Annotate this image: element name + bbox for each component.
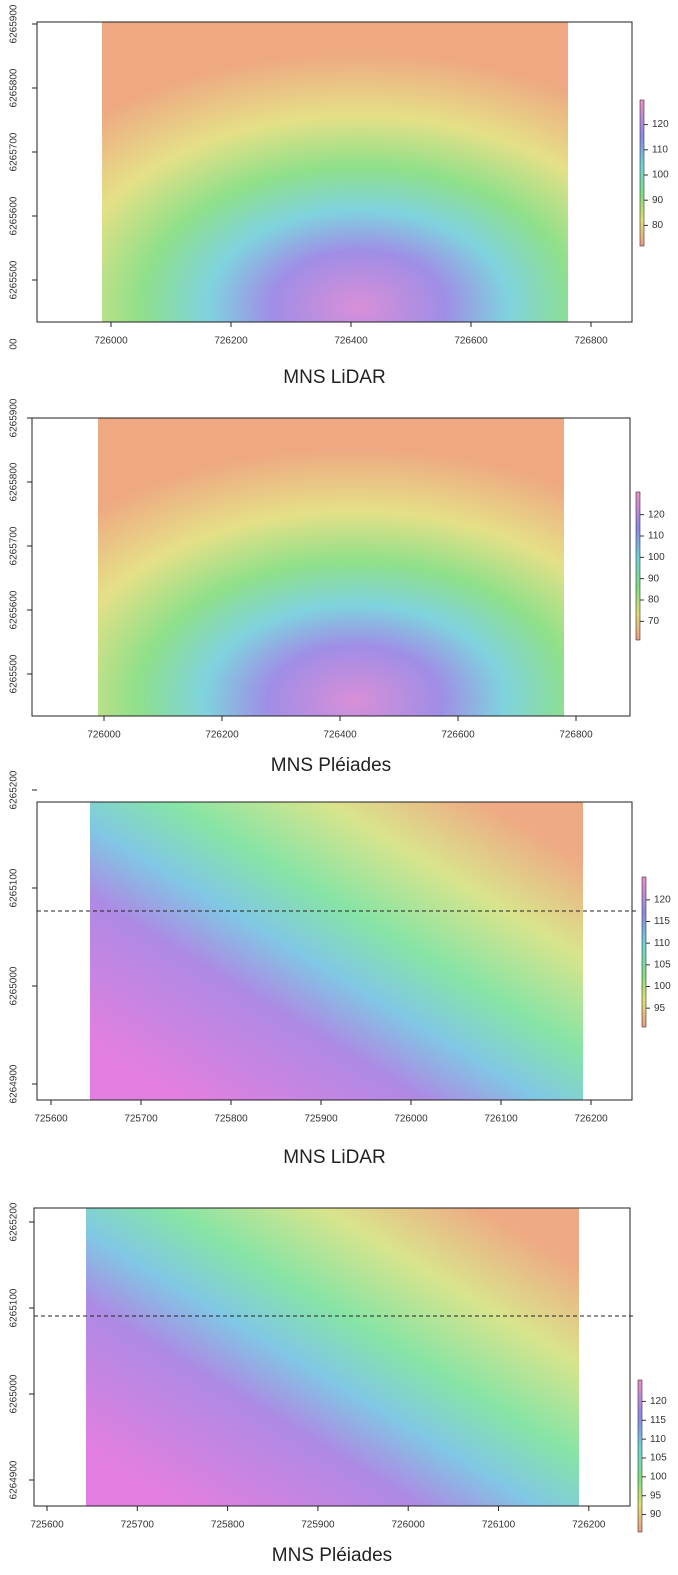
x-tick-label: 726000: [394, 1114, 428, 1125]
x-tick-label: 726800: [559, 730, 593, 741]
y-tick-label: 6265700: [9, 526, 20, 565]
x-tick-label: 725600: [30, 1520, 64, 1531]
x-tick-label: 726200: [572, 1520, 606, 1531]
x-tick-label: 726000: [94, 336, 128, 347]
y-tick-label: 6265200: [9, 770, 20, 809]
x-tick-label: 726000: [392, 1520, 426, 1531]
y-tick-label: 6265800: [9, 68, 20, 107]
colorbar-label: 120: [650, 1396, 667, 1407]
x-tick-label: 726800: [574, 336, 608, 347]
y-tick-label: 6265500: [9, 654, 20, 693]
colorbar-label: 80: [648, 595, 660, 606]
y-tick-label: 6265600: [9, 196, 20, 235]
colorbar-label: 90: [648, 573, 660, 584]
colorbar-label: 110: [650, 1434, 666, 1445]
x-tick-label: 725800: [214, 1114, 248, 1125]
x-tick-label: 725900: [304, 1114, 338, 1125]
colorbar-label: 120: [654, 894, 671, 905]
x-tick-label: 726000: [87, 730, 121, 741]
x-tick-label: 725900: [301, 1520, 335, 1531]
x-tick-label: 726400: [334, 336, 368, 347]
x-tick-label: 726100: [482, 1520, 516, 1531]
colorbar-label: 100: [650, 1471, 667, 1482]
colorbar-label: 115: [654, 916, 670, 927]
y-tick-label: 6264900: [9, 1064, 20, 1103]
x-tick-label: 726100: [484, 1114, 518, 1125]
y-tick-label: 6265900: [9, 398, 20, 437]
colorbar-label: 115: [650, 1415, 666, 1426]
panel-title: MNS LiDAR: [283, 1147, 385, 1168]
y-tick-label: 6265000: [9, 966, 20, 1005]
colorbar: [636, 492, 640, 640]
figure: 726000 726200 726400 726600 726800 6265900 626…: [0, 0, 678, 1575]
x-tick-label: 726600: [441, 730, 475, 741]
colorbar: [640, 100, 644, 246]
x-tick-label: 726200: [574, 1114, 608, 1125]
x-tick-label: 725800: [211, 1520, 245, 1531]
y-tick-label: 6265700: [9, 132, 20, 171]
raster: [86, 1208, 579, 1506]
raster: [102, 22, 568, 322]
colorbar-label: 110: [652, 144, 668, 155]
colorbar: [638, 1380, 642, 1532]
y-tick-label: 6265600: [9, 590, 20, 629]
y-tick-label: 6265200: [9, 1202, 20, 1241]
colorbar-label: 105: [654, 959, 671, 970]
colorbar: [642, 877, 646, 1027]
colorbar-label: 100: [648, 552, 665, 563]
y-tick-label: 6265800: [9, 462, 20, 501]
colorbar-label: 100: [654, 981, 671, 992]
x-tick-label: 726200: [214, 336, 248, 347]
y-tick-label: 6265000: [9, 1374, 20, 1413]
x-tick-label: 726400: [323, 730, 357, 741]
colorbar-label: 95: [650, 1490, 662, 1501]
panel-title: MNS Pléiades: [272, 1545, 392, 1566]
x-tick-label: 725600: [34, 1114, 68, 1125]
raster: [90, 802, 583, 1100]
colorbar-label: 80: [652, 220, 664, 231]
y-tick-label: 6265100: [9, 1288, 20, 1327]
colorbar-label: 90: [652, 195, 664, 206]
colorbar-label: 70: [648, 616, 660, 627]
x-tick-label: 725700: [124, 1114, 158, 1125]
y-tick-label: 6265500: [9, 260, 20, 299]
colorbar-label: 110: [648, 531, 664, 542]
colorbar-label: 90: [650, 1509, 662, 1520]
x-tick-label: 726600: [454, 336, 488, 347]
raster: [98, 418, 564, 716]
colorbar-label: 95: [654, 1003, 666, 1014]
colorbar-label: 120: [648, 509, 665, 520]
colorbar-label: 105: [650, 1453, 667, 1464]
colorbar-label: 100: [652, 170, 669, 181]
y-tick-label: 6265100: [9, 868, 20, 907]
x-tick-label: 726200: [205, 730, 239, 741]
panel-title: MNS LiDAR: [283, 367, 385, 388]
y-tick-label: 00: [9, 338, 20, 350]
panel-title: MNS Pléiades: [271, 755, 391, 776]
x-tick-label: 725700: [121, 1520, 155, 1531]
colorbar-label: 110: [654, 938, 670, 949]
y-tick-label: 6264900: [9, 1460, 20, 1499]
y-tick-label: 6265900: [9, 4, 20, 43]
colorbar-label: 120: [652, 119, 669, 130]
